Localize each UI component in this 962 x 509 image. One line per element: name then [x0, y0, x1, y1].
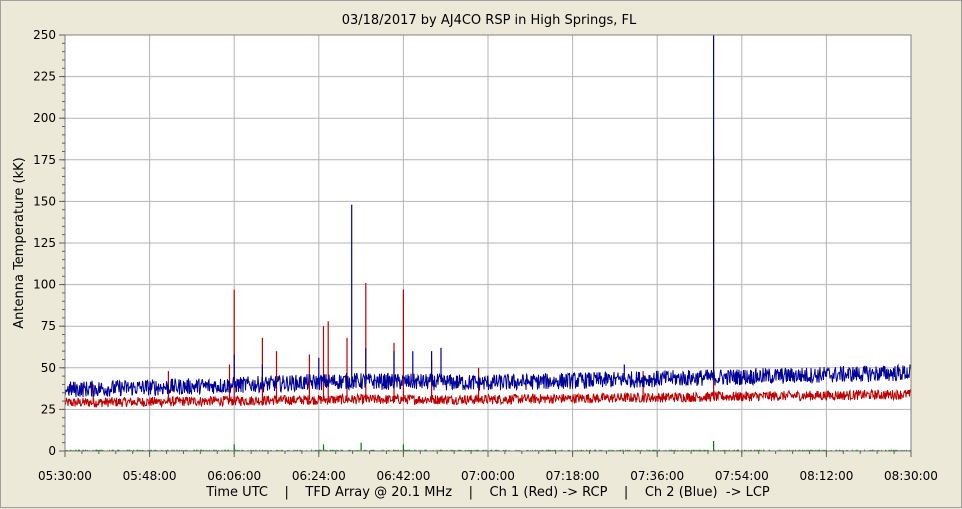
y-axis: 0 25 50 75 100 125 150 175 200 225 250	[33, 28, 65, 458]
x-tick-label: 08:30:00	[884, 469, 938, 483]
x-tick-label: 05:48:00	[123, 469, 177, 483]
x-tick-label: 07:36:00	[630, 469, 684, 483]
series-2-line	[64, 363, 912, 398]
x-axis: 05:30:00 05:48:00 06:06:00 06:24:00 06:42:00…	[38, 451, 938, 483]
y-tick-label: 150	[33, 194, 56, 208]
y-tick-label: 75	[41, 319, 56, 333]
y-tick-label: 100	[33, 278, 56, 292]
series-2	[64, 35, 912, 398]
y-axis-label: Antenna Temperature (kK)	[12, 157, 27, 328]
x-tick-label: 07:18:00	[546, 469, 600, 483]
series-1-line	[64, 388, 912, 409]
y-tick-label: 125	[33, 236, 56, 250]
y-tick-label: 50	[41, 361, 56, 375]
y-tick-label: 175	[33, 153, 56, 167]
x-tick-label: 07:00:00	[461, 469, 515, 483]
x-tick-label: 06:06:00	[207, 469, 261, 483]
x-tick-label: 07:54:00	[715, 469, 769, 483]
x-tick-label: 08:12:00	[799, 469, 853, 483]
y-tick-label: 225	[33, 70, 56, 84]
x-tick-label: 06:42:00	[376, 469, 430, 483]
y-tick-label: 250	[33, 28, 56, 42]
y-tick-label: 0	[48, 444, 56, 458]
chart-title: 03/18/2017 by AJ4CO RSP in High Springs,…	[342, 13, 637, 28]
x-axis-label: Time UTC | TFD Array @ 20.1 MHz | Ch 1 (…	[205, 485, 770, 500]
y-tick-label: 25	[41, 402, 56, 416]
x-tick-label: 05:30:00	[38, 469, 92, 483]
x-tick-label: 06:24:00	[292, 469, 346, 483]
y-tick-label: 200	[33, 111, 56, 125]
